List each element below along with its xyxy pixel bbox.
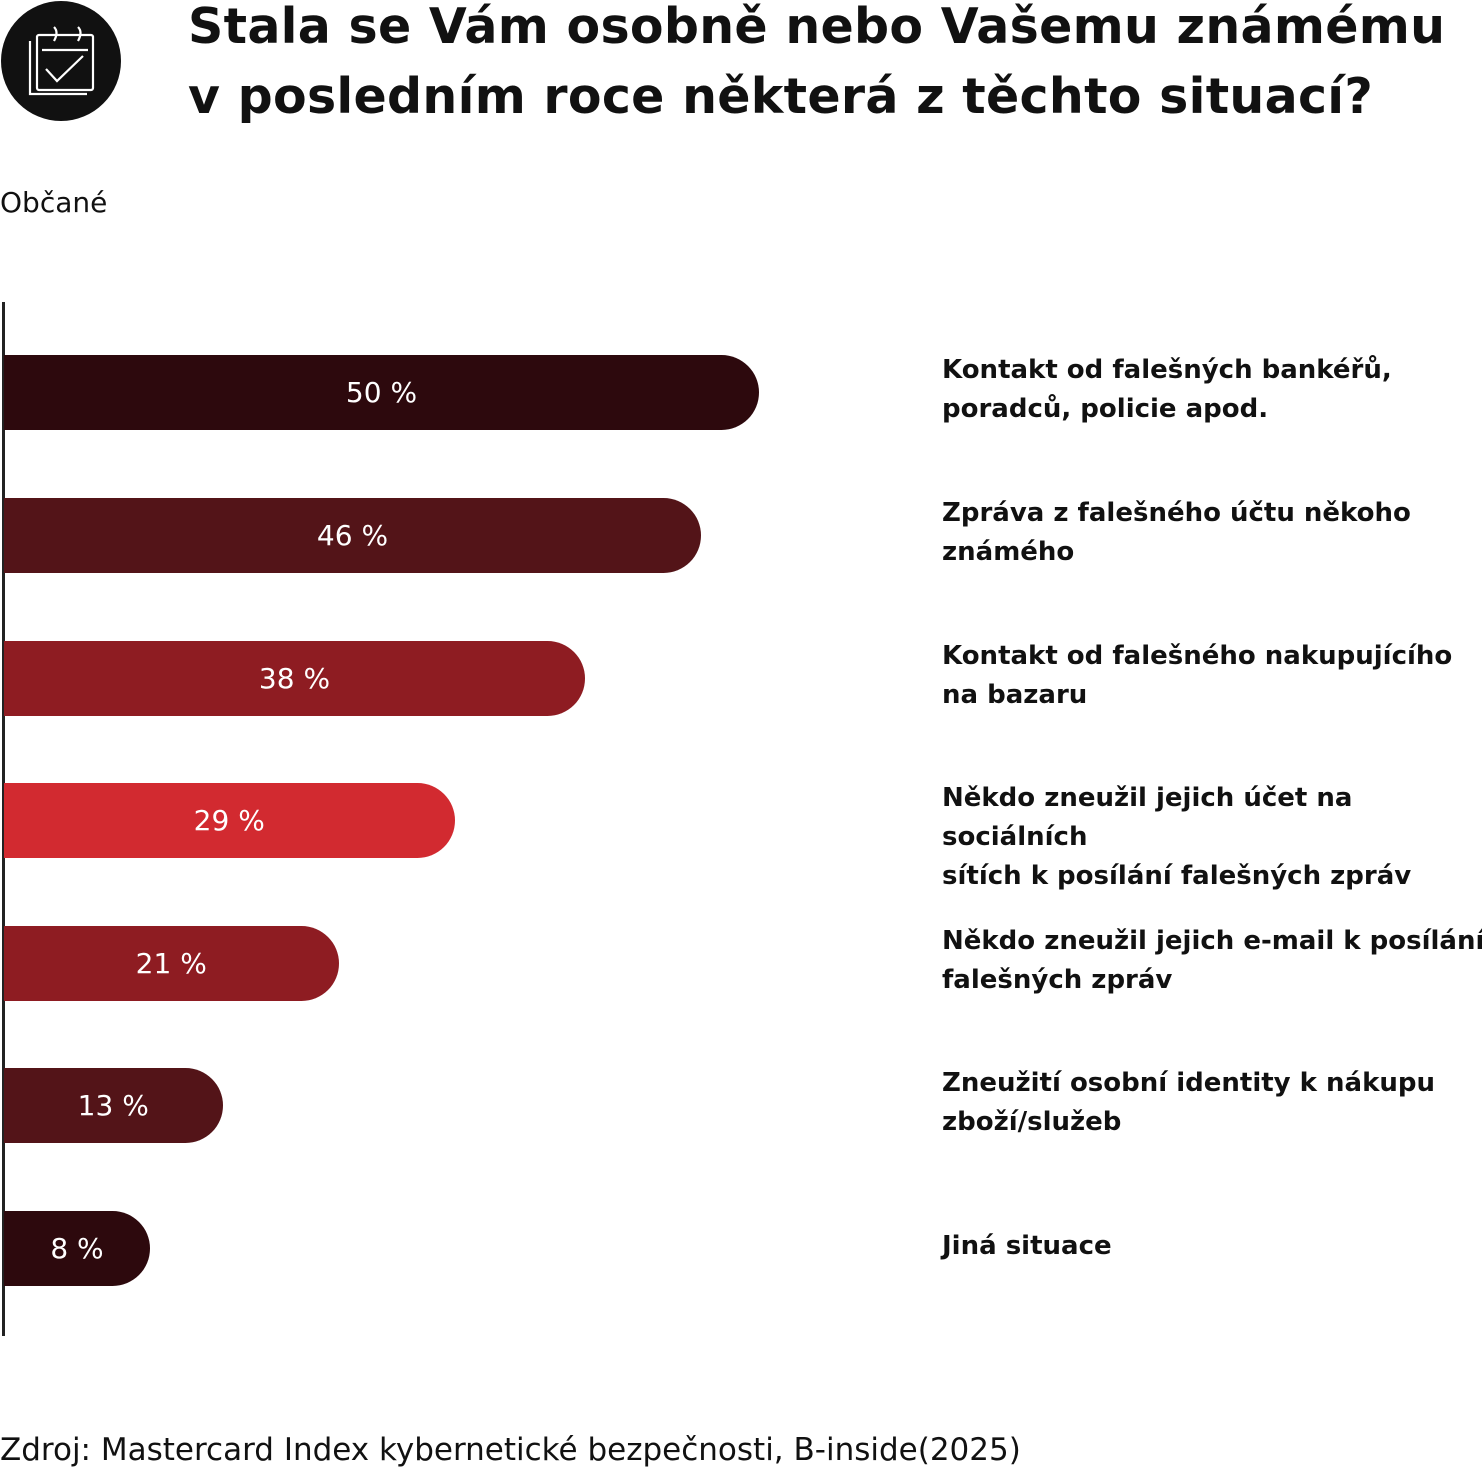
- category-label: Někdo zneužil jejich e-mail k posílání fa…: [942, 922, 1482, 1000]
- category-label: Kontakt od falešného nakupujícího na baza…: [942, 637, 1482, 715]
- calendar-check-icon: [1, 1, 121, 121]
- bar: 8 %: [4, 1211, 150, 1286]
- category-label: Zpráva z falešného účtu někoho známého: [942, 494, 1482, 572]
- data-label: 13 %: [77, 1089, 149, 1122]
- bar: 50 %: [4, 355, 759, 430]
- category-label-line: Jiná situace: [942, 1230, 1112, 1261]
- data-label: 38 %: [258, 662, 331, 695]
- data-label: 46 %: [316, 519, 389, 552]
- title-line: Stala se Vám osobně nebo Vašemu známému: [188, 0, 1446, 55]
- category-label-line: Kontakt od falešného nakupujícího: [942, 641, 1453, 671]
- bar: 21 %: [4, 926, 339, 1001]
- category-label-line: Někdo zneužil jejich účet na sociálních: [942, 783, 1353, 852]
- category-label-line: Zpráva z falešného účtu někoho: [942, 498, 1411, 528]
- data-label: 21 %: [135, 947, 207, 980]
- category-label-line: Zneužití osobní identity k nákupu: [942, 1068, 1435, 1098]
- bar: 46 %: [4, 498, 701, 573]
- chart-title: Stala se Vám osobně nebo Vašemu známému …: [188, 0, 1445, 132]
- title-line: v posledním roce některá z těchto situac…: [188, 68, 1374, 125]
- category-label: Jiná situace: [942, 1227, 1482, 1266]
- category-label: Někdo zneužil jejich účet na sociálních s…: [942, 779, 1482, 896]
- data-label: 8 %: [50, 1232, 104, 1265]
- bar: 13 %: [4, 1068, 223, 1143]
- category-label-line: známého: [942, 537, 1075, 567]
- data-label: 50 %: [345, 376, 418, 409]
- category-label-line: falešných zpráv: [942, 965, 1173, 995]
- category-label: Kontakt od falešných bankéřů, poradců, po…: [942, 351, 1482, 429]
- category-label-line: zboží/služeb: [942, 1107, 1122, 1137]
- bar: 38 %: [4, 641, 585, 716]
- category-label-line: poradců, policie apod.: [942, 394, 1269, 424]
- source-note: Zdroj: Mastercard Index kybernetické bez…: [0, 1432, 1021, 1468]
- category-label-line: Někdo zneužil jejich e-mail k posílání: [942, 926, 1482, 956]
- y-axis-line: [2, 302, 5, 1336]
- chart-subtitle: Občané: [0, 186, 108, 219]
- category-label: Zneužití osobní identity k nákupu zboží/s…: [942, 1064, 1482, 1142]
- category-label-line: na bazaru: [942, 680, 1088, 710]
- bar: 29 %: [4, 783, 455, 858]
- category-label-line: Kontakt od falešných bankéřů,: [942, 355, 1392, 385]
- data-label: 29 %: [193, 804, 265, 837]
- category-label-line: sítích k posílání falešných zpráv: [942, 861, 1412, 891]
